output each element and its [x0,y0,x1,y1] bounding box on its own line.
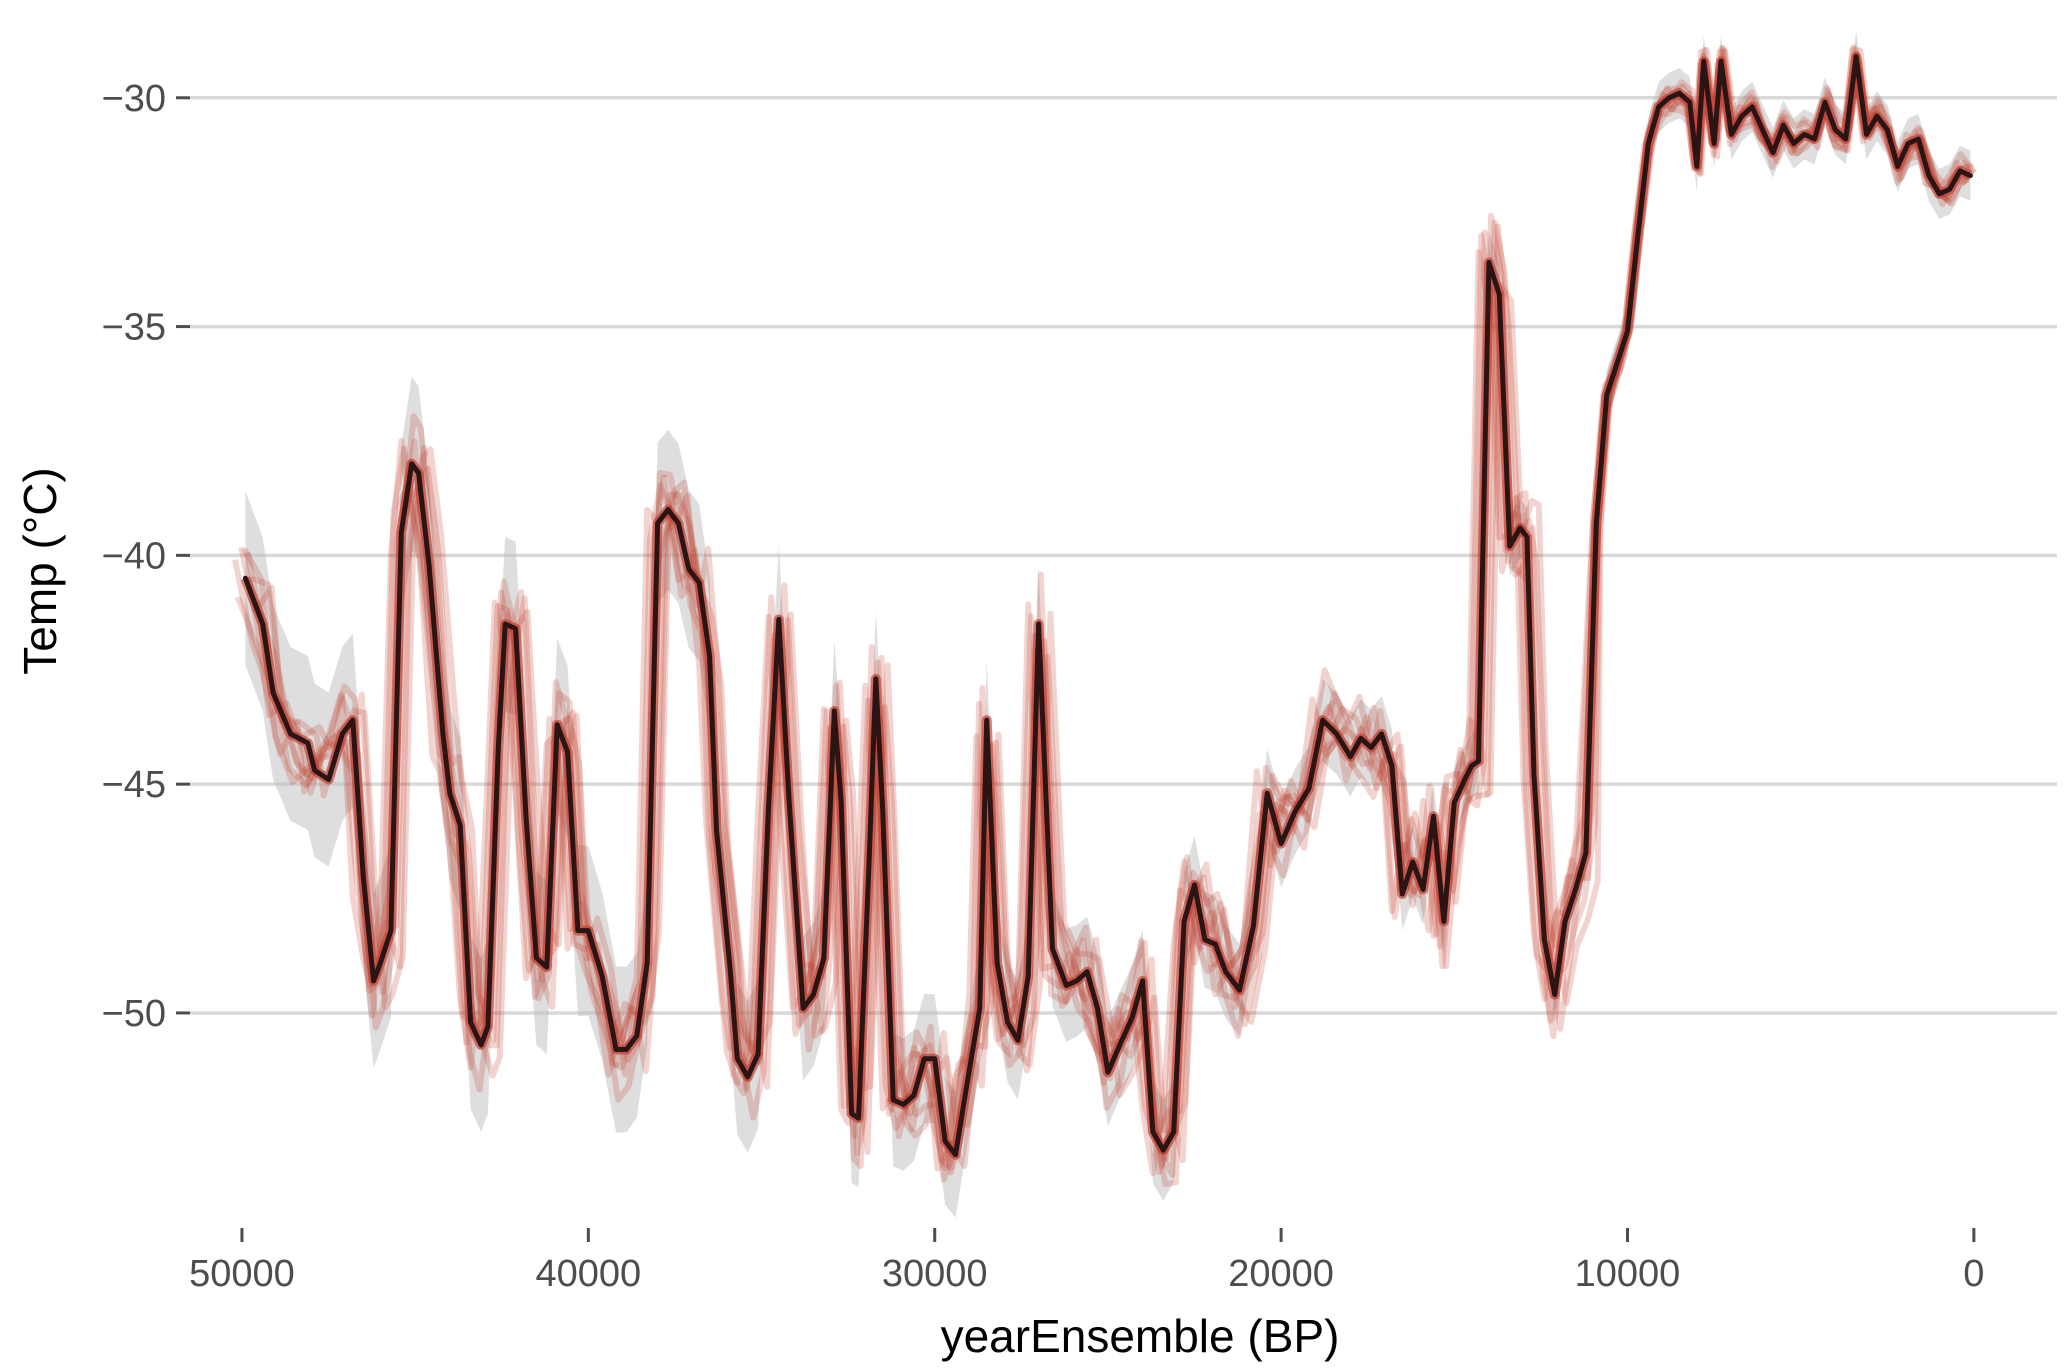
x-tick-label: 30000 [882,1253,988,1295]
median-line-layer [242,54,1973,1158]
y-tick-label: −35 [102,307,166,349]
uncertainty-band [245,31,1971,1218]
x-axis-title: yearEnsemble (BP) [941,1310,1340,1362]
x-tick-label: 50000 [189,1253,295,1295]
uncertainty-band-layer [245,31,1971,1218]
x-tick-label: 10000 [1575,1253,1681,1295]
y-tick-label: −40 [102,535,166,577]
axis-layer: −30 −35 −40 −45 −50 50000 40000 30000 20000 10000… [102,78,1985,1295]
y-axis-title: Temp (°C) [14,467,66,675]
median-series-line [242,54,1973,1158]
y-tick-label: −45 [102,764,166,806]
x-tick-label: 40000 [536,1253,642,1295]
y-tick-label: −50 [102,993,166,1035]
y-tick-label: −30 [102,78,166,120]
x-tick-label: 0 [1963,1253,1984,1295]
x-tick-label: 20000 [1228,1253,1334,1295]
